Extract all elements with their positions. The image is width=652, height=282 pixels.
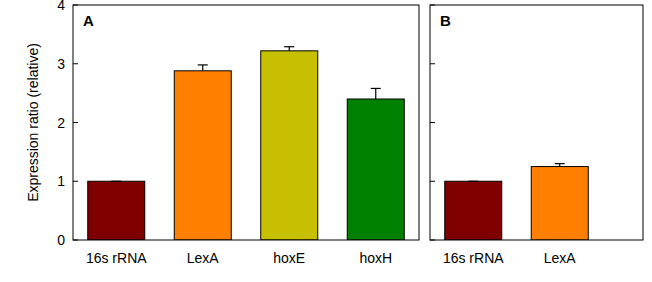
y-tick (73, 63, 78, 64)
error-bar (284, 47, 294, 51)
error-stem (375, 88, 376, 99)
chart-root: 0 1 2 3 4 16s rRNA LexA hoxE hoxH A Expression rat… (0, 0, 652, 282)
x-tick-label: LexA (544, 250, 577, 266)
error-cap (468, 181, 478, 182)
y-tick (73, 122, 78, 123)
error-bar (371, 88, 381, 99)
error-cap (111, 181, 121, 182)
error-stem (202, 65, 203, 71)
y-tick (73, 181, 78, 182)
x-tick-label: hoxE (273, 250, 305, 266)
error-bar (111, 181, 121, 182)
error-stem (289, 47, 290, 51)
chart-svg: 0 1 2 3 4 16s rRNA LexA hoxE hoxH A Expression rat… (0, 0, 652, 282)
y-axis-label: Expression ratio (relative) (25, 43, 41, 202)
y-tick-label: 3 (57, 56, 65, 72)
bar (174, 71, 231, 240)
error-bar (555, 164, 565, 167)
panel-label: A (83, 12, 94, 29)
bar (347, 99, 404, 240)
bar (445, 181, 502, 240)
bar (261, 51, 318, 240)
plot-frame (430, 5, 643, 240)
y-tick-label: 1 (57, 173, 65, 189)
y-tick (430, 122, 435, 123)
y-tick (73, 5, 78, 6)
error-bar (198, 65, 208, 71)
panel: 0 1 2 3 4 16s rRNA LexA hoxE hoxH A Expression rat… (25, 0, 419, 266)
y-tick (430, 240, 435, 241)
error-bar (468, 181, 478, 182)
error-cap (284, 46, 294, 47)
error-cap (371, 88, 381, 89)
y-tick (73, 240, 78, 241)
panel: 16s rRNA LexA B (430, 5, 643, 266)
y-tick-label: 4 (57, 0, 65, 13)
panel-label: B (440, 12, 451, 29)
marks (445, 164, 589, 240)
x-tick-label: LexA (187, 250, 220, 266)
error-cap (198, 64, 208, 65)
plot-frame (73, 5, 419, 240)
y-tick (430, 5, 435, 6)
y-tick-label: 0 (57, 232, 65, 248)
x-tick-label: hoxH (359, 250, 392, 266)
bar (88, 181, 145, 240)
x-tick-label: 16s rRNA (443, 250, 504, 266)
y-tick-label: 2 (57, 115, 65, 131)
marks (88, 47, 405, 240)
y-tick (430, 181, 435, 182)
bar (531, 167, 588, 240)
y-tick (430, 63, 435, 64)
x-tick-label: 16s rRNA (86, 250, 147, 266)
error-cap (555, 163, 565, 164)
